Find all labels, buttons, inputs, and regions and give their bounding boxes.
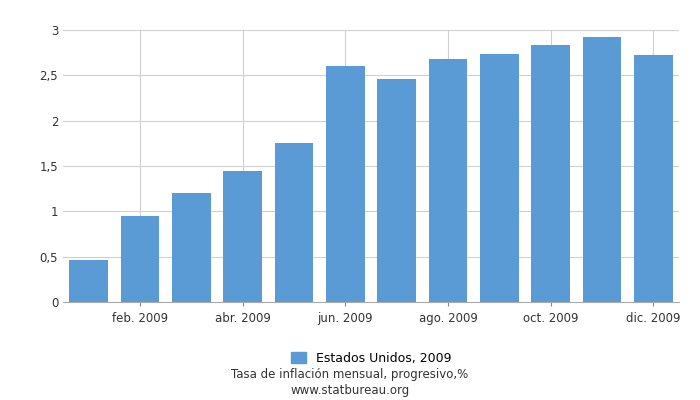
Bar (120, 216, 160, 302)
Bar (428, 59, 468, 302)
Bar (582, 37, 622, 302)
Bar (531, 46, 570, 302)
Bar (274, 143, 314, 302)
Legend: Estados Unidos, 2009: Estados Unidos, 2009 (290, 352, 452, 365)
Bar (480, 54, 519, 302)
Bar (377, 79, 416, 302)
Bar (634, 55, 673, 302)
Bar (326, 66, 365, 302)
Text: www.statbureau.org: www.statbureau.org (290, 384, 410, 397)
Bar (223, 172, 262, 302)
Text: Tasa de inflación mensual, progresivo,%: Tasa de inflación mensual, progresivo,% (232, 368, 468, 381)
Bar (69, 260, 108, 302)
Bar (172, 193, 211, 302)
